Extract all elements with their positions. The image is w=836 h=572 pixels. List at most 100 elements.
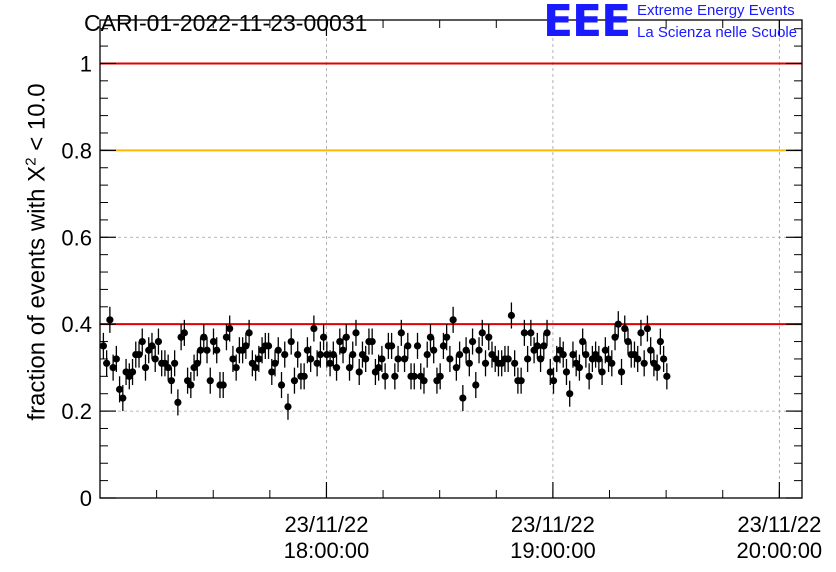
y-axis-label: fraction of events with X2 < 10.0: [23, 83, 52, 420]
point-marker: [362, 355, 370, 363]
data-point: [400, 345, 409, 372]
point-marker: [326, 359, 334, 367]
x-tick-label-date: 23/11/22: [284, 512, 368, 537]
point-marker: [271, 359, 279, 367]
point-marker: [647, 346, 655, 354]
data-point: [161, 350, 169, 377]
data-point: [588, 345, 596, 372]
point-marker: [452, 364, 460, 372]
data-point: [443, 324, 451, 351]
point-marker: [511, 359, 519, 367]
point-marker: [245, 329, 253, 337]
data-point: [358, 341, 367, 368]
point-marker: [242, 342, 250, 350]
data-point: [413, 332, 422, 359]
point-marker: [579, 337, 587, 346]
data-point: [598, 358, 606, 386]
data-point: [562, 358, 571, 386]
point-marker: [420, 377, 428, 385]
data-point: [536, 345, 545, 372]
data-point: [634, 345, 642, 372]
point-marker: [449, 316, 457, 324]
point-marker: [640, 359, 648, 367]
point-marker: [307, 355, 315, 363]
point-marker: [381, 372, 389, 380]
data-point: [154, 328, 163, 355]
data-point: [271, 350, 279, 377]
point-marker: [459, 394, 467, 402]
point-marker: [404, 342, 412, 350]
data-point: [135, 341, 143, 368]
data-point: [232, 354, 240, 381]
point-marker: [339, 346, 347, 354]
point-marker: [423, 351, 431, 359]
data-point: [226, 315, 234, 342]
point-marker: [436, 372, 444, 380]
point-marker: [553, 355, 561, 363]
point-marker: [462, 346, 470, 354]
data-point: [459, 385, 467, 412]
data-point: [245, 319, 253, 346]
point-marker: [656, 337, 664, 346]
point-marker: [598, 368, 606, 376]
data-point: [637, 319, 645, 346]
data-point: [456, 341, 464, 368]
axes: 00.20.40.60.8123/11/2218:00:0023/11/2219…: [61, 20, 822, 563]
data-point: [167, 367, 176, 394]
data-point: [449, 306, 457, 333]
point-marker: [336, 337, 344, 346]
x-tick-label-time: 20:00:00: [737, 538, 823, 563]
point-marker: [400, 355, 409, 363]
data-point: [342, 324, 350, 351]
point-marker: [443, 333, 451, 341]
data-point: [595, 345, 603, 372]
point-marker: [394, 355, 402, 363]
data-point: [410, 363, 418, 390]
point-marker: [345, 364, 354, 372]
point-marker: [151, 355, 159, 363]
point-marker: [465, 359, 473, 367]
point-marker: [115, 385, 124, 393]
point-marker: [277, 381, 286, 389]
data-point: [530, 337, 538, 364]
data-point: [592, 341, 600, 368]
point-marker: [128, 368, 137, 376]
data-point: [300, 363, 308, 390]
data-point: [656, 328, 664, 355]
point-marker: [456, 351, 464, 359]
data-point: [281, 341, 289, 368]
point-marker: [517, 377, 525, 385]
point-marker: [543, 329, 551, 337]
point-marker: [475, 346, 483, 354]
point-marker: [621, 324, 629, 333]
data-point: [196, 337, 205, 364]
data-point: [287, 328, 295, 355]
point-marker: [349, 351, 357, 359]
data-point: [264, 332, 273, 359]
point-marker: [397, 329, 405, 337]
data-point: [274, 337, 282, 364]
point-marker: [559, 351, 567, 359]
plot-frame: [99, 19, 803, 499]
point-marker: [109, 364, 117, 372]
data-point: [660, 345, 668, 372]
point-marker: [323, 351, 331, 359]
point-marker: [582, 351, 590, 359]
point-marker: [660, 355, 668, 363]
data-point: [190, 354, 198, 381]
point-marker: [222, 333, 231, 341]
point-marker: [232, 364, 240, 372]
point-marker: [255, 355, 263, 363]
data-point: [345, 354, 354, 381]
data-point: [187, 371, 195, 399]
point-marker: [112, 355, 120, 363]
data-point: [566, 380, 574, 407]
point-marker: [540, 342, 548, 350]
data-point: [491, 345, 499, 372]
data-point: [624, 328, 632, 355]
data-point: [148, 332, 156, 359]
data-point: [417, 363, 425, 390]
y-axis-label-sup: 2: [22, 157, 40, 166]
point-marker: [141, 364, 150, 372]
point-marker: [634, 355, 642, 363]
